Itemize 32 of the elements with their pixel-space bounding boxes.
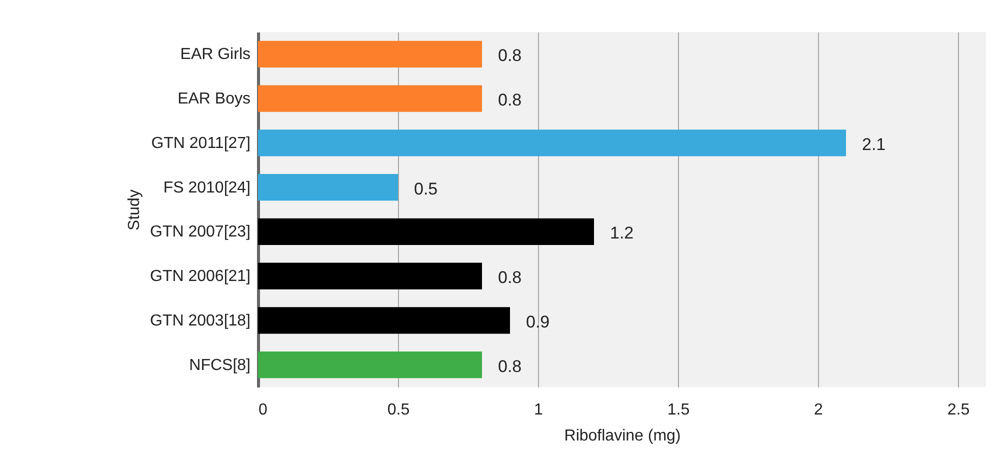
bar	[258, 40, 482, 68]
data-label: 0.9	[526, 312, 550, 332]
x-axis-title: Riboflavine (mg)	[564, 428, 681, 444]
y-tick-label: GTN 2006[21]	[150, 268, 250, 286]
x-tick-label: 0.5	[387, 402, 410, 418]
bar	[258, 85, 482, 112]
data-label: 0.8	[498, 46, 522, 66]
data-label: 0.8	[498, 268, 522, 288]
x-tick-label: 2.5	[947, 402, 970, 418]
y-tick-label: GTN 2007[23]	[150, 224, 250, 241]
data-label: 0.8	[498, 356, 522, 376]
x-tick-label: 1.5	[667, 402, 690, 418]
bar	[258, 352, 482, 378]
y-tick-label: FS 2010[24]	[163, 179, 250, 196]
bar	[258, 262, 482, 290]
y-tick-label: NFCS[8]	[189, 356, 250, 374]
x-tick-label: 0	[258, 402, 268, 418]
bar	[258, 218, 594, 245]
data-label: 2.1	[862, 134, 886, 154]
y-tick-label: GTN 2003[18]	[150, 312, 250, 330]
y-axis-title: Study	[126, 190, 143, 230]
y-tick-label: EAR Girls	[180, 46, 250, 64]
bar	[258, 307, 510, 334]
bar	[258, 174, 398, 201]
data-label: 1.2	[610, 224, 634, 243]
x-tick-label: 2	[814, 402, 824, 418]
x-tick-label: 1	[534, 402, 544, 418]
data-label: 0.5	[414, 179, 438, 198]
y-tick-label: GTN 2011[27]	[151, 134, 250, 152]
data-label: 0.8	[498, 90, 522, 110]
y-tick-label: EAR Boys	[178, 90, 250, 108]
bar	[258, 130, 846, 156]
